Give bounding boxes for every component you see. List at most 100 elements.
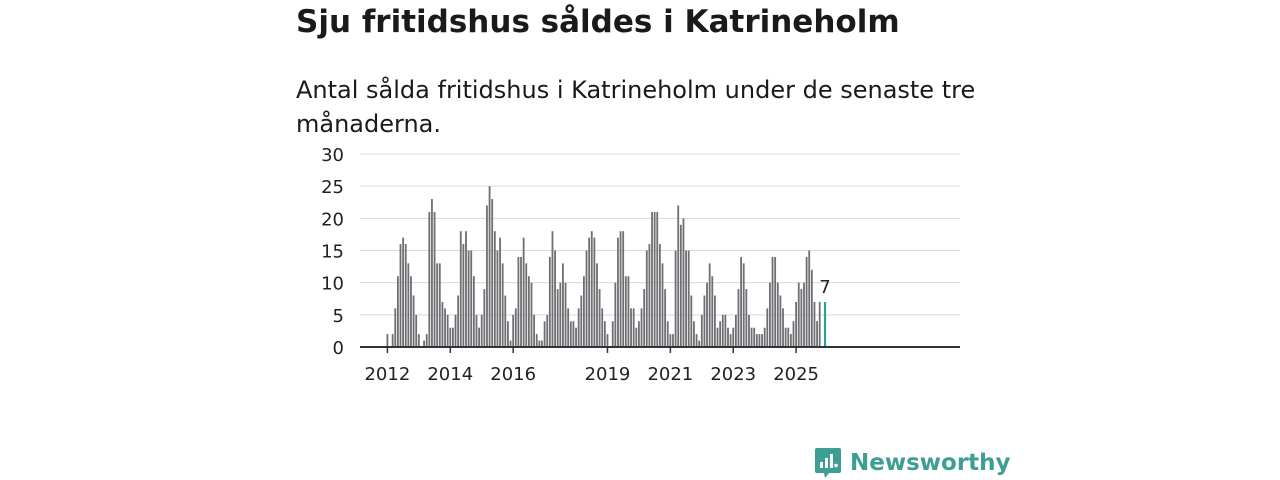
bar [433,211,436,347]
bar [706,282,708,347]
bar [564,282,567,347]
bar [714,295,716,347]
bar [737,289,740,347]
bar [501,263,504,347]
bar [394,308,397,347]
bar [658,244,661,347]
bar [465,231,467,347]
bar [491,199,494,347]
bar [522,237,525,347]
bar [580,295,583,347]
bar [664,289,667,347]
bar [640,308,643,347]
bar [598,289,601,347]
bar [520,256,522,347]
bar [436,263,439,347]
bar [653,211,656,347]
bar [617,237,619,347]
bar [486,205,488,347]
bar [810,269,813,347]
bar [459,231,462,347]
bar [527,276,530,347]
bar [583,276,585,347]
bar [399,244,402,347]
bar [719,321,722,347]
bar [661,263,664,347]
bar [449,327,452,347]
bar [585,250,588,347]
bar [724,314,727,347]
bar [483,289,486,347]
bar [816,321,818,347]
bar [755,334,758,347]
bar [645,250,648,347]
bar [428,211,431,347]
bar [452,327,454,347]
y-tick-label: 10 [321,274,344,295]
bar [740,256,742,347]
y-tick-label: 25 [321,177,344,198]
bar [690,295,693,347]
bar [669,334,672,347]
x-tick-label: 2019 [585,364,631,385]
bar [593,237,596,347]
bar [569,321,572,347]
bar [700,314,703,347]
bar [769,282,771,347]
bar [776,282,779,347]
bar [748,314,750,347]
bar [698,340,701,347]
bar [431,199,433,347]
x-tick-label: 2014 [427,364,473,385]
bar [803,282,805,347]
bar [603,321,606,347]
bar [656,211,659,347]
bar [687,250,690,347]
bar [438,263,441,347]
bar [538,340,541,347]
bar [761,334,763,347]
bar [679,224,682,347]
bar [651,211,653,347]
bar [546,314,549,347]
bar [624,276,627,347]
bar [721,314,724,347]
bar [551,231,554,347]
bar [478,327,480,347]
bar [417,334,420,347]
y-tick-label: 30 [321,145,344,166]
bar [797,282,800,347]
bar [693,321,695,347]
bar [577,308,580,347]
bar [472,276,475,347]
bar [404,244,407,347]
bar [415,314,418,347]
brand-logo[interactable]: Newsworthy [814,446,1011,480]
bar [774,256,777,347]
y-tick-label: 20 [321,209,344,230]
x-tick-label: 2012 [364,364,410,385]
bar [444,308,446,347]
bar [517,256,520,347]
bar [782,308,784,347]
highlight-bar [823,301,827,347]
bar [695,334,698,347]
bar [525,263,528,347]
bar [818,301,821,347]
bar [753,327,756,347]
bar [559,282,562,347]
bar [556,289,559,347]
bar [575,327,577,347]
bar [512,314,515,347]
bar [648,244,651,347]
bar [619,231,622,347]
bar [467,250,470,347]
bar [808,250,811,347]
bar [391,334,394,347]
bar [703,295,706,347]
bar [606,334,609,347]
bar [496,250,499,347]
bar [554,250,556,347]
bars [386,186,827,347]
